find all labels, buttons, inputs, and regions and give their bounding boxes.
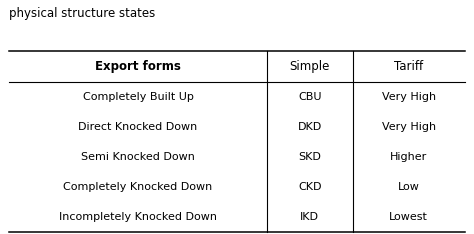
Text: Very High: Very High [382,121,436,132]
Text: Higher: Higher [390,152,428,162]
Text: DKD: DKD [298,121,322,132]
Text: Very High: Very High [382,91,436,102]
Text: CBU: CBU [298,91,321,102]
Text: CKD: CKD [298,182,321,192]
Text: Completely Knocked Down: Completely Knocked Down [64,182,213,192]
Text: Low: Low [398,182,419,192]
Text: Export forms: Export forms [95,60,181,73]
Text: Simple: Simple [290,60,330,73]
Text: Lowest: Lowest [389,212,428,222]
Text: Tariff: Tariff [394,60,423,73]
Text: physical structure states: physical structure states [9,7,156,20]
Text: Direct Knocked Down: Direct Knocked Down [78,121,198,132]
Text: IKD: IKD [301,212,319,222]
Text: Completely Built Up: Completely Built Up [82,91,193,102]
Text: Incompletely Knocked Down: Incompletely Knocked Down [59,212,217,222]
Text: SKD: SKD [298,152,321,162]
Text: Semi Knocked Down: Semi Knocked Down [81,152,195,162]
